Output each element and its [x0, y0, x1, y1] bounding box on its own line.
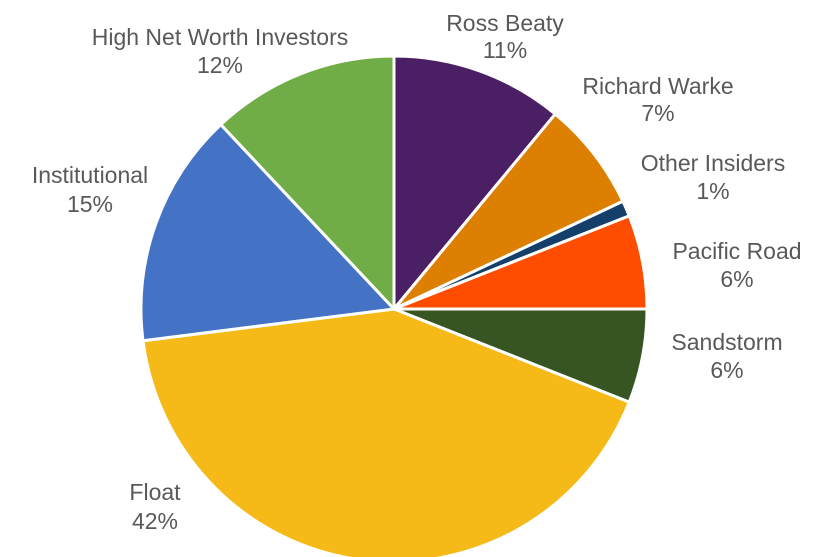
slice-label-high-net-worth-investors: High Net Worth Investors [92, 24, 349, 50]
slice-label-richard-warke: Richard Warke [582, 73, 733, 99]
slice-percent-richard-warke: 7% [641, 100, 674, 126]
slice-percent-ross-beaty: 11% [483, 37, 527, 63]
slice-high-net-worth-investors [219, 54, 396, 311]
slice-float [141, 307, 631, 557]
slice-percent-sandstorm: 6% [710, 357, 743, 383]
slice-ross-beaty [392, 54, 557, 311]
slice-percent-pacific-road: 6% [720, 266, 753, 292]
slice-label-ross-beaty: Ross Beaty [446, 10, 564, 36]
slice-label-float: Float [129, 479, 181, 505]
slice-percent-high-net-worth-investors: 12% [197, 52, 243, 78]
slice-label-sandstorm: Sandstorm [671, 329, 782, 355]
slice-institutional [139, 123, 396, 343]
slice-label-institutional: Institutional [32, 162, 148, 188]
slice-label-other-insiders: Other Insiders [641, 150, 785, 176]
slice-percent-float: 42% [132, 508, 178, 534]
slice-percent-institutional: 15% [67, 191, 113, 217]
slice-richard-warke [392, 112, 625, 311]
slice-label-pacific-road: Pacific Road [672, 238, 801, 264]
slice-percent-other-insiders: 1% [696, 178, 729, 204]
pie-slices [139, 54, 649, 557]
